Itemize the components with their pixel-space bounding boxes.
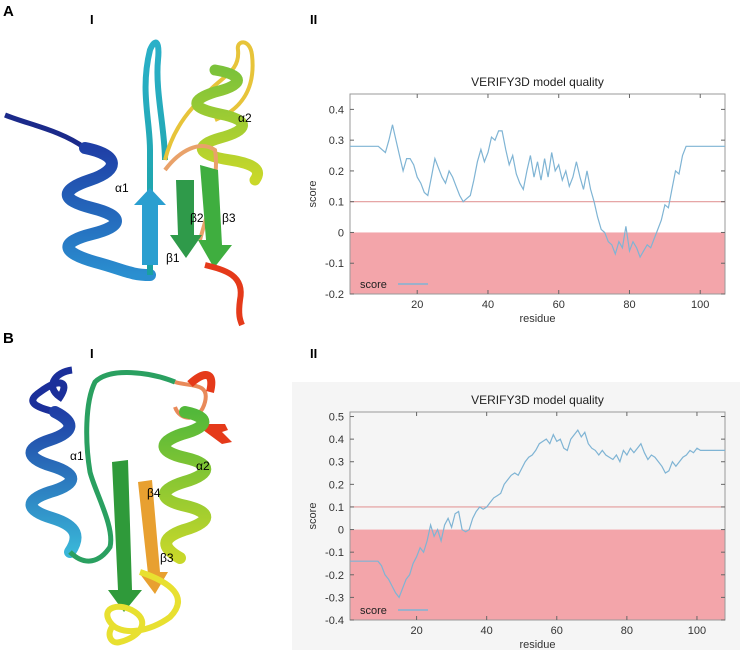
chart-b-y-tick-label: 0.5 — [329, 412, 344, 424]
chart-b-x-tick-label: 20 — [410, 625, 422, 637]
strand-beta1 — [134, 188, 166, 265]
chart-b-ylabel: score — [307, 503, 319, 530]
panel-a-structure-label: I — [90, 12, 94, 27]
label-beta4: β4 — [147, 486, 161, 500]
chart-b-y-tick-label: -0.3 — [325, 592, 344, 604]
strand-beta3 — [108, 460, 142, 612]
chart-b-y-tick-label: 0.1 — [329, 502, 344, 514]
chart-a-ylabel: score — [307, 181, 319, 208]
chart-b-negative-region — [350, 529, 725, 620]
chart-b-x-tick-label: 100 — [688, 625, 706, 637]
chart-a-negative-region — [350, 232, 725, 294]
n-terminus-coil — [4, 112, 87, 151]
label-beta3: β3 — [222, 211, 236, 225]
panel-b-plot-label: II — [310, 346, 318, 361]
c-terminus-coil — [204, 262, 245, 327]
chart-a-x-tick-label: 60 — [553, 299, 565, 311]
helix-alpha1 — [25, 406, 82, 558]
chart-b-legend-label: score — [360, 605, 387, 617]
chart-b-plot-frame — [349, 411, 726, 621]
chart-a-legend-label: score — [360, 279, 387, 291]
chart-b-y-tick-label: 0 — [338, 525, 344, 537]
chart-a-series-line-score — [350, 124, 725, 259]
strand-orange — [138, 480, 168, 594]
chart-b-x-tick-label: 80 — [621, 625, 633, 637]
label-alpha2: α2 — [196, 459, 210, 473]
panel-b-structure-label: I — [90, 346, 94, 361]
chart-a-y-tick-label: 0.3 — [329, 135, 344, 147]
label-beta3: β3 — [160, 551, 174, 565]
panel-a-label: A — [3, 3, 14, 20]
chart-b-title: VERIFY3D model quality — [471, 393, 604, 407]
chart-b-y-tick-label: -0.1 — [325, 547, 344, 559]
chart-a-y-tick-label: -0.1 — [325, 258, 344, 270]
loop-yellow — [104, 569, 181, 646]
chart-b-y-tick-label: 0.2 — [329, 479, 344, 491]
label-alpha1: α1 — [115, 181, 129, 195]
verify3d-chart-b: VERIFY3D model quality -0.4 -0.3 -0.2 -0.1 0 0… — [307, 393, 726, 651]
chart-a-y-tick-label: -0.2 — [325, 289, 344, 301]
chart-b-y-tick-label: -0.2 — [325, 570, 344, 582]
chart-a-y-tick-label: 0 — [338, 227, 344, 239]
helix-red — [187, 371, 216, 393]
protein-structure-a: α1 α2 β1 β2 β3 — [4, 39, 263, 327]
label-beta2: β2 — [190, 211, 204, 225]
chart-a-y-tick-label: 0.4 — [329, 104, 344, 116]
chart-b-x-tick-label: 60 — [551, 625, 563, 637]
chart-a-xlabel: residue — [519, 313, 555, 325]
n-terminus-coil — [29, 366, 73, 416]
chart-a-x-tick-label: 40 — [482, 299, 494, 311]
chart-a-x-tick-label: 80 — [623, 299, 635, 311]
chart-a-x-tick-label: 20 — [411, 299, 423, 311]
chart-b-series-line-score — [350, 428, 725, 599]
verify3d-chart-a: VERIFY3D model quality -0.2 -0.1 0 0.1 0.2 0.3… — [307, 75, 726, 325]
chart-a-x-tick-label: 100 — [691, 299, 709, 311]
chart-a-y-tick-label: 0.1 — [329, 197, 344, 209]
chart-b-y-tick-label: -0.4 — [325, 615, 344, 627]
helix-alpha1 — [61, 142, 156, 281]
helix-alpha2 — [158, 406, 212, 564]
chart-a-title: VERIFY3D model quality — [471, 75, 604, 89]
chart-b-y-tick-label: 0.4 — [329, 434, 344, 446]
chart-b-y-tick-label: 0.3 — [329, 457, 344, 469]
chart-a-y-tick-label: 0.2 — [329, 166, 344, 178]
panel-b-label: B — [3, 330, 14, 347]
label-alpha1: α1 — [70, 449, 84, 463]
helix-alpha2 — [191, 64, 263, 186]
panel-a-plot-label: II — [310, 12, 318, 27]
chart-b-xlabel: residue — [519, 639, 555, 651]
label-alpha2: α2 — [238, 111, 252, 125]
strand-beta2 — [170, 180, 202, 258]
label-beta1: β1 — [166, 251, 180, 265]
strand-beta3 — [198, 165, 232, 268]
protein-structure-b: α1 α2 β3 β4 — [25, 366, 232, 646]
loop-beta1 — [142, 39, 168, 275]
chart-b-x-tick-label: 40 — [481, 625, 493, 637]
loop-green — [68, 370, 176, 564]
chart-a-plot-frame — [349, 93, 726, 295]
